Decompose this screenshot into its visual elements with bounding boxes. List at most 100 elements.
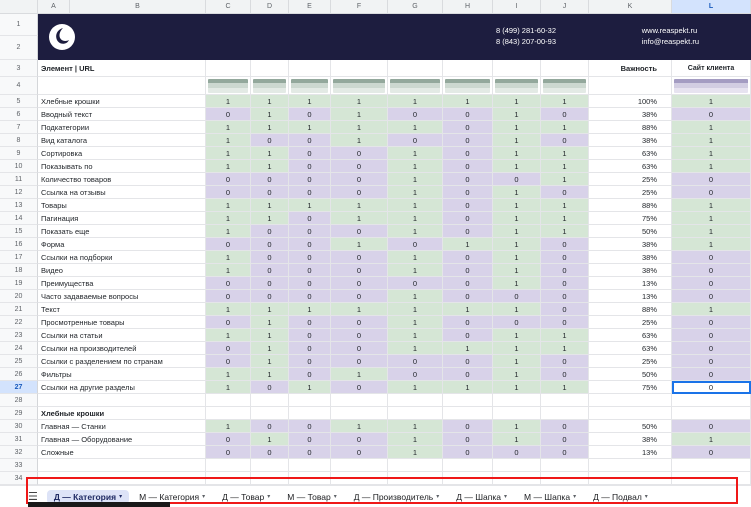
row-number[interactable]: 20 [0,290,38,303]
cell[interactable] [206,394,251,407]
cell[interactable] [206,77,251,95]
cell[interactable] [251,60,289,77]
cell[interactable] [443,60,493,77]
client-value-cell[interactable]: 1 [672,212,751,225]
value-cell[interactable]: 0 [251,381,289,394]
value-cell[interactable]: 1 [251,160,289,173]
value-cell[interactable]: 1 [541,160,589,173]
cell[interactable] [38,459,206,472]
value-cell[interactable]: 1 [206,147,251,160]
cell[interactable] [541,472,589,485]
value-cell[interactable]: 1 [541,225,589,238]
cell[interactable] [388,394,443,407]
value-cell[interactable]: 0 [206,173,251,186]
value-cell[interactable]: 1 [443,303,493,316]
element-name-cell[interactable]: Просмотренные товары [38,316,206,329]
importance-cell[interactable]: 50% [589,225,672,238]
value-cell[interactable]: 0 [251,186,289,199]
value-cell[interactable]: 1 [541,199,589,212]
row-number[interactable]: 32 [0,446,38,459]
cell[interactable] [251,459,289,472]
value-cell[interactable]: 0 [289,329,331,342]
client-value-cell[interactable]: 0 [672,446,751,459]
value-cell[interactable]: 0 [289,420,331,433]
value-cell[interactable]: 0 [443,368,493,381]
cell[interactable] [443,472,493,485]
value-cell[interactable]: 1 [493,199,541,212]
column-header[interactable]: D [251,0,289,14]
value-cell[interactable]: 0 [388,238,443,251]
value-cell[interactable]: 0 [443,446,493,459]
value-cell[interactable]: 1 [206,303,251,316]
value-cell[interactable]: 0 [541,368,589,381]
value-cell[interactable]: 0 [289,160,331,173]
value-cell[interactable]: 0 [331,277,388,290]
importance-cell[interactable]: 63% [589,329,672,342]
value-cell[interactable]: 1 [443,95,493,108]
row-number[interactable]: 22 [0,316,38,329]
cell[interactable] [251,407,289,420]
value-cell[interactable]: 1 [388,290,443,303]
value-cell[interactable]: 0 [206,433,251,446]
cell[interactable] [541,60,589,77]
client-value-cell[interactable]: 1 [672,121,751,134]
value-cell[interactable]: 0 [289,277,331,290]
value-cell[interactable]: 0 [388,134,443,147]
row-number[interactable]: 15 [0,225,38,238]
value-cell[interactable]: 0 [443,251,493,264]
element-name-cell[interactable]: Часто задаваемые вопросы [38,290,206,303]
value-cell[interactable]: 0 [251,264,289,277]
value-cell[interactable]: 1 [493,264,541,277]
cell[interactable] [589,472,672,485]
value-cell[interactable]: 1 [493,381,541,394]
value-cell[interactable]: 1 [493,342,541,355]
value-cell[interactable]: 0 [443,212,493,225]
cell[interactable] [388,77,443,95]
importance-cell[interactable]: 25% [589,316,672,329]
value-cell[interactable]: 1 [493,303,541,316]
value-cell[interactable]: 0 [289,355,331,368]
value-cell[interactable]: 0 [331,290,388,303]
row-number[interactable]: 23 [0,329,38,342]
value-cell[interactable]: 1 [388,95,443,108]
cell[interactable] [388,459,443,472]
value-cell[interactable]: 0 [251,225,289,238]
element-name-cell[interactable]: Главная — Оборудование [38,433,206,446]
value-cell[interactable]: 1 [331,134,388,147]
row-number[interactable]: 18 [0,264,38,277]
cell[interactable] [541,407,589,420]
value-cell[interactable]: 0 [289,342,331,355]
value-cell[interactable]: 1 [289,381,331,394]
value-cell[interactable]: 1 [206,95,251,108]
value-cell[interactable]: 1 [493,95,541,108]
value-cell[interactable]: 1 [541,212,589,225]
select-all-corner[interactable] [0,0,38,14]
value-cell[interactable]: 0 [289,251,331,264]
value-cell[interactable]: 1 [331,212,388,225]
element-name-cell[interactable]: Ссылки на подборки [38,251,206,264]
value-cell[interactable]: 1 [331,368,388,381]
column-header[interactable]: L [672,0,751,14]
cell[interactable] [206,459,251,472]
row-number[interactable]: 31 [0,433,38,446]
client-value-cell[interactable]: 0 [672,264,751,277]
cell[interactable] [251,394,289,407]
value-cell[interactable]: 1 [388,316,443,329]
value-cell[interactable]: 1 [331,420,388,433]
value-cell[interactable]: 1 [541,147,589,160]
value-cell[interactable]: 0 [443,316,493,329]
value-cell[interactable]: 0 [443,160,493,173]
value-cell[interactable]: 0 [541,108,589,121]
value-cell[interactable]: 0 [541,433,589,446]
value-cell[interactable]: 0 [331,329,388,342]
value-cell[interactable]: 1 [388,420,443,433]
value-cell[interactable]: 0 [443,355,493,368]
value-cell[interactable]: 0 [289,238,331,251]
value-cell[interactable]: 1 [251,121,289,134]
cell[interactable] [331,394,388,407]
cell[interactable] [541,77,589,95]
row-number[interactable]: 27 [0,381,38,394]
value-cell[interactable]: 1 [206,368,251,381]
cell[interactable] [541,459,589,472]
importance-cell[interactable]: 38% [589,238,672,251]
